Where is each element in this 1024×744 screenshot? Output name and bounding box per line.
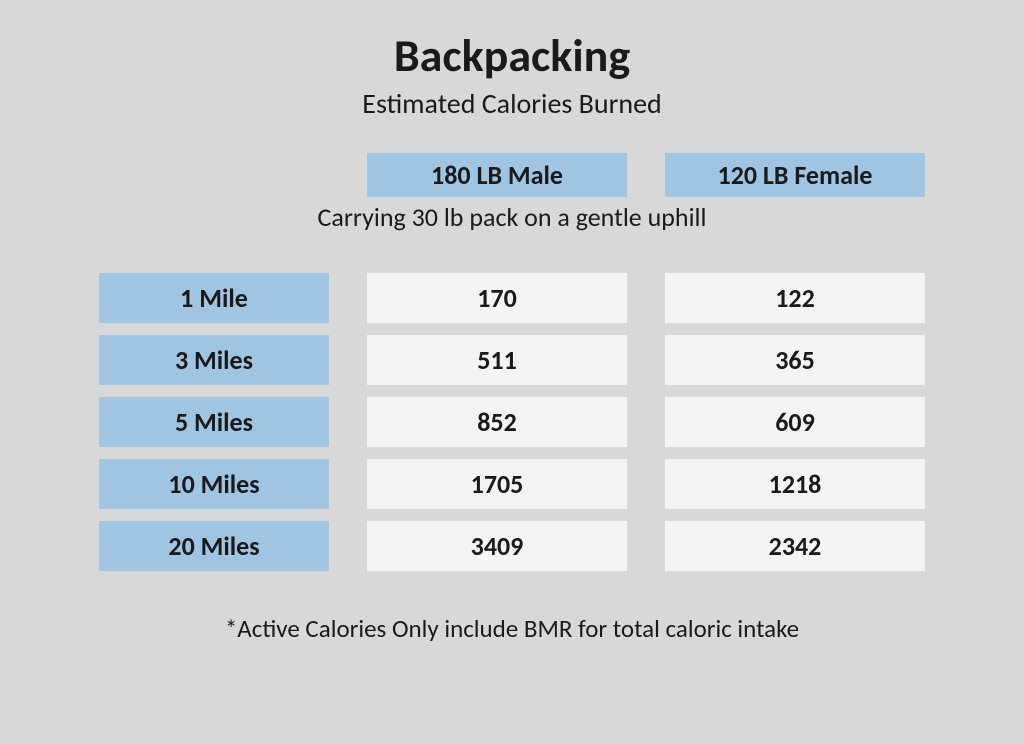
row-gap bbox=[99, 447, 925, 459]
cell-value: 122 bbox=[665, 273, 925, 323]
page-title: Backpacking bbox=[0, 28, 1024, 84]
row-label: 20 Miles bbox=[99, 521, 329, 571]
column-header-male: 180 LB Male bbox=[367, 153, 627, 197]
cell-value: 365 bbox=[665, 335, 925, 385]
row-gap bbox=[99, 509, 925, 521]
row-gap bbox=[99, 385, 925, 397]
condition-text: Carrying 30 lb pack on a gentle uphill bbox=[99, 197, 925, 273]
cell-value: 3409 bbox=[367, 521, 627, 571]
row-label: 1 Mile bbox=[99, 273, 329, 323]
row-label: 10 Miles bbox=[99, 459, 329, 509]
header-spacer bbox=[99, 153, 329, 197]
page-subtitle: Estimated Calories Burned bbox=[0, 86, 1024, 121]
cell-value: 511 bbox=[367, 335, 627, 385]
cell-value: 170 bbox=[367, 273, 627, 323]
calorie-table: 180 LB Male 120 LB Female Carrying 30 lb… bbox=[99, 153, 925, 571]
row-gap bbox=[99, 323, 925, 335]
cell-value: 2342 bbox=[665, 521, 925, 571]
page: Backpacking Estimated Calories Burned 18… bbox=[0, 0, 1024, 744]
column-header-female: 120 LB Female bbox=[665, 153, 925, 197]
cell-value: 609 bbox=[665, 397, 925, 447]
row-label: 3 Miles bbox=[99, 335, 329, 385]
cell-value: 1705 bbox=[367, 459, 627, 509]
cell-value: 1218 bbox=[665, 459, 925, 509]
footnote: *Active Calories Only include BMR for to… bbox=[0, 613, 1024, 644]
row-label: 5 Miles bbox=[99, 397, 329, 447]
cell-value: 852 bbox=[367, 397, 627, 447]
